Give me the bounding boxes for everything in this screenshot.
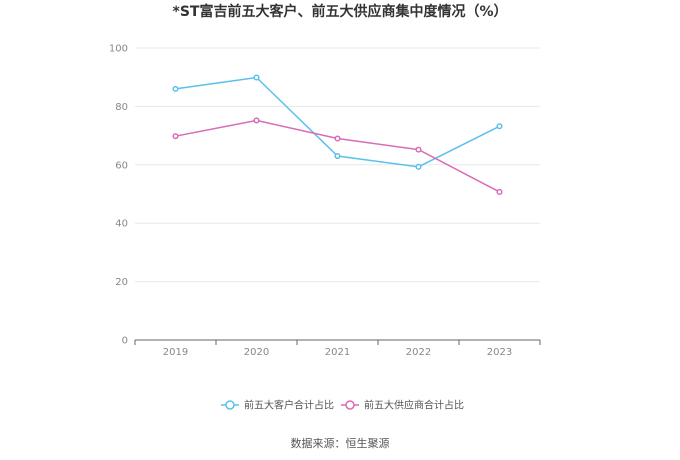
y-axis: 0 20 40 60 80 100 [109,44,128,347]
legend-label: 前五大客户合计占比 [244,399,334,412]
y-tick-label: 20 [115,277,128,288]
y-tick-label: 60 [115,160,128,171]
series-2 [172,117,503,196]
series-1-point [253,74,260,81]
x-axis: 2019 2020 2021 2022 2023 [134,339,541,358]
series-1 [172,74,503,170]
series-2-point [496,188,503,196]
legend-item-2: 前五大供应商合计占比 [341,399,464,412]
y-tick-label: 80 [115,102,128,113]
series-2-point [172,133,179,140]
series-1-point [415,163,422,170]
series-2-point [253,117,260,124]
y-tick-label: 40 [115,219,128,230]
series-1-point [496,123,503,130]
y-tick-label: 0 [122,336,128,347]
series-2-point [415,146,422,153]
x-tick-label: 2020 [244,347,269,358]
series-layer [172,74,503,196]
legend-marker [225,400,235,410]
x-tick-label: 2022 [406,347,431,358]
legend-item-1: 前五大客户合计占比 [221,399,334,412]
legend: 前五大客户合计占比 前五大供应商合计占比 [221,399,464,412]
grid-lines [135,47,540,283]
series-1-point [172,85,179,92]
legend-marker [345,400,355,410]
data-source: 数据来源：恒生聚源 [291,436,390,450]
x-tick-label: 2019 [163,347,188,358]
chart-title: *ST富吉前五大客户、前五大供应商集中度情况（%） [173,3,508,20]
x-tick-label: 2023 [487,347,512,358]
x-tick-label: 2021 [325,347,350,358]
series-2-point [334,135,341,142]
legend-label: 前五大供应商合计占比 [364,399,464,412]
series-1-point [334,152,341,160]
y-tick-label: 100 [109,44,128,55]
